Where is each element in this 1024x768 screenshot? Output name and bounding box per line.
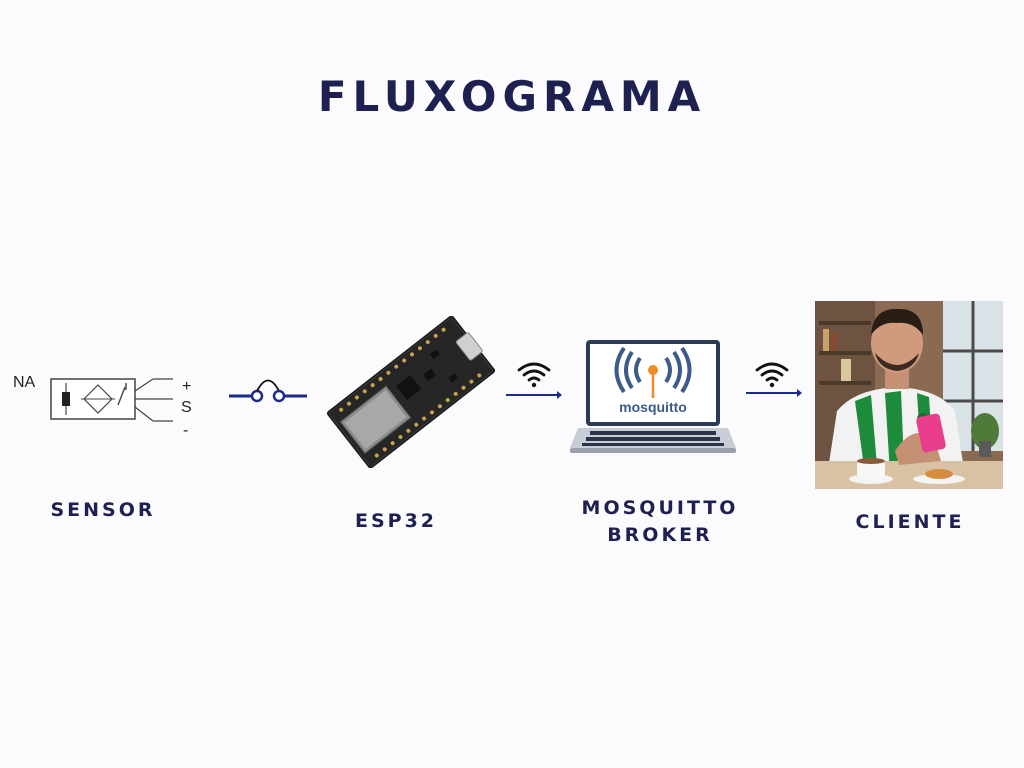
sensor-pin-plus: + <box>182 378 191 395</box>
arrow-broker-to-client <box>746 389 802 397</box>
client-photo <box>815 301 1003 489</box>
broker-label-line2: BROKER <box>607 524 713 546</box>
esp32-label: ESP32 <box>354 510 438 532</box>
client-label: CLIENTE <box>855 511 965 533</box>
mosquitto-logo-icon <box>614 346 692 398</box>
sensor-pin-minus: - <box>183 422 188 439</box>
sensor-pin-s: S <box>181 399 192 416</box>
switch-connector-icon <box>229 379 307 403</box>
diagram-title: FLUXOGRAMA <box>317 72 707 121</box>
sensor-label: SENSOR <box>50 499 156 521</box>
broker-label-line1: MOSQUITTO <box>581 497 739 519</box>
arrow-esp32-to-broker <box>506 391 562 399</box>
esp32-board-image <box>327 316 495 468</box>
laptop-mosquitto-image: mosquitto <box>570 340 736 453</box>
sensor-symbol: NA + S - <box>13 374 192 439</box>
mosquitto-logo-text: mosquitto <box>619 399 687 415</box>
wifi-icon <box>517 362 551 388</box>
wifi-icon <box>755 362 789 388</box>
sensor-type-text: NA <box>13 374 36 391</box>
